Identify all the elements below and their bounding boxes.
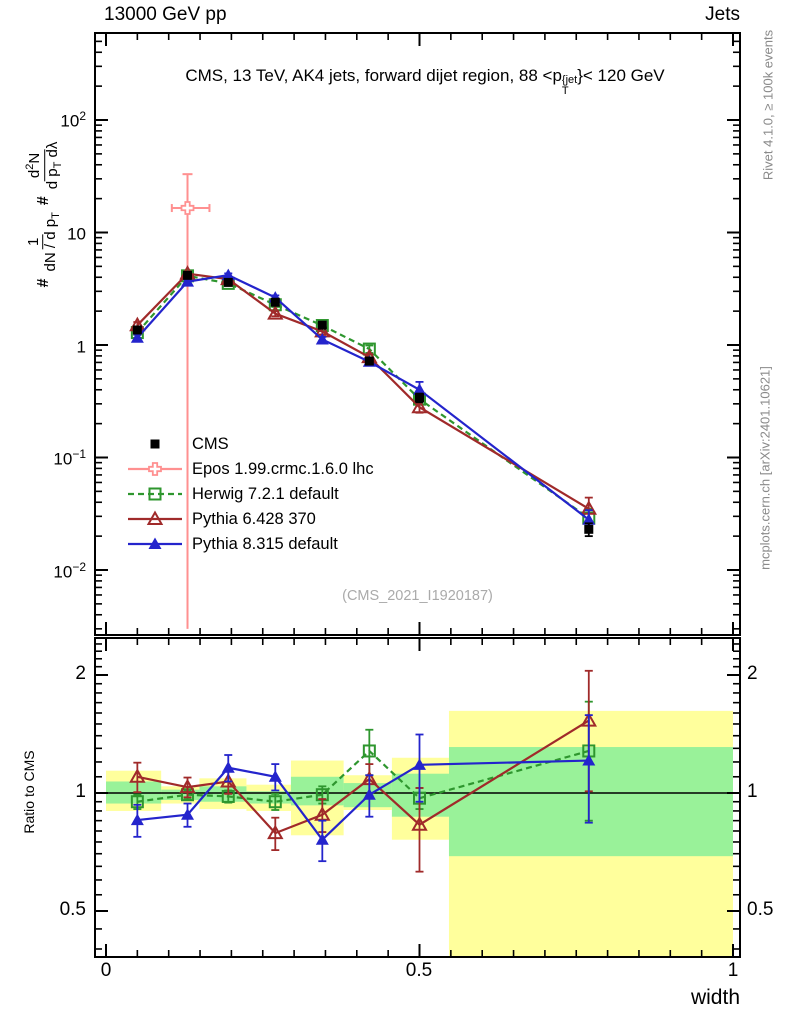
pythia8-marker-icon: [128, 537, 182, 549]
legend-item-cms: CMS: [126, 434, 229, 454]
epos-marker-icon: [128, 462, 182, 476]
ytick-0p1: 10−1: [53, 447, 86, 469]
legend-item-pythia8: Pythia 8.315 default: [126, 534, 338, 554]
legend-item-epos: Epos 1.99.crmc.1.6.0 lhc: [126, 459, 374, 479]
ratio-tick-left-0p5: 0.5: [59, 899, 86, 920]
ytick-0p01: 10−2: [53, 560, 86, 582]
analysis-id-watermark: (CMS_2021_I1920187): [342, 588, 493, 604]
rivet-version-label: Rivet 4.1.0, ≥ 100k events: [760, 29, 776, 181]
ytick-100: 102: [60, 109, 86, 131]
cms-marker-icon: [150, 439, 160, 449]
ratio-tick-left-2: 2: [75, 663, 86, 684]
ratio-tick-left-1: 1: [75, 781, 86, 802]
herwig-marker-icon: [128, 487, 182, 501]
ratio-tick-right-1: 1: [747, 781, 758, 802]
xtick-0p5: 0.5: [405, 960, 433, 981]
xtick-0: 0: [100, 960, 112, 981]
ratio-tick-right-0p5: 0.5: [747, 899, 774, 920]
y-axis-label: # 1 dN / d pT # d2N d pT dλ: [24, 141, 64, 288]
ytick-1: 1: [76, 337, 86, 357]
legend-item-pythia6: Pythia 6.428 370: [126, 509, 316, 529]
mcplots-source-label: mcplots.cern.ch [arXiv:2401.10621]: [757, 366, 773, 570]
beam-energy-label: 13000 GeV pp: [104, 4, 227, 25]
pythia6-marker-icon: [128, 510, 182, 525]
ratio-tick-right-2: 2: [747, 663, 758, 684]
ytick-10: 10: [67, 224, 86, 244]
legend-item-herwig: Herwig 7.2.1 default: [126, 484, 339, 504]
plot-title: CMS, 13 TeV, AK4 jets, forward dijet reg…: [185, 66, 665, 97]
analysis-group-label: Jets: [705, 4, 740, 25]
x-axis-label: width: [690, 986, 740, 1009]
xtick-1: 1: [727, 960, 739, 981]
ratio-axis-label: Ratio to CMS: [21, 750, 37, 834]
